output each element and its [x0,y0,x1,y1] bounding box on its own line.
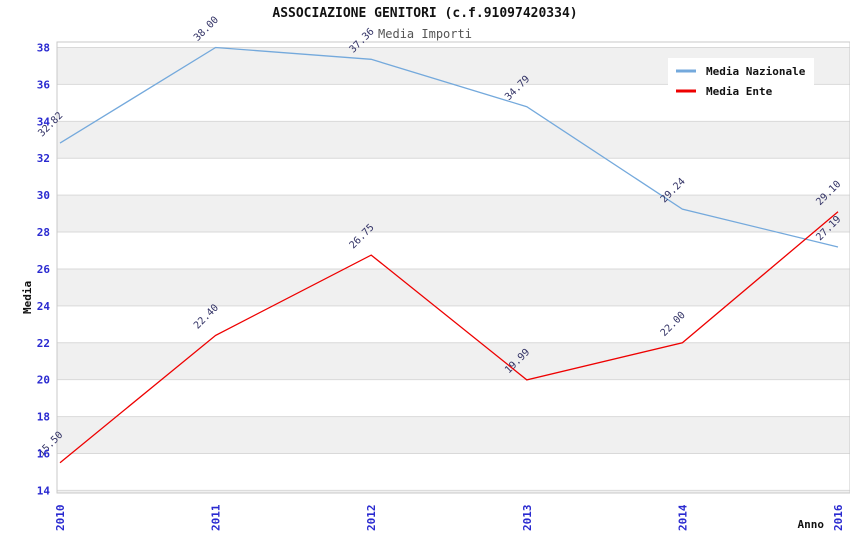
x-tick-label: 2012 [365,505,378,532]
band-stripe [57,342,850,380]
x-tick-label: 2013 [521,505,534,532]
y-tick-label: 18 [37,411,50,424]
gridlines [57,47,850,491]
legend-label-ente: Media Ente [706,85,773,98]
y-tick-label: 20 [37,374,50,387]
x-tick-label: 2011 [210,504,223,531]
x-tick-label: 2010 [54,505,67,532]
y-tick-label: 36 [37,78,51,91]
x-tick-label: 2014 [676,504,689,531]
legend-background [668,58,814,102]
y-tick-label: 22 [37,337,50,350]
y-tick-label: 16 [37,447,51,460]
axis-tick-labels: 14 16 18 20 22 24 26 28 30 32 34 36 38 2010 2011 2012 20… [37,42,845,532]
y-tick-label: 38 [37,42,50,55]
chart-subtitle: Media Importi [378,27,472,41]
y-axis-title: Media [21,281,34,314]
band-stripe [57,416,850,454]
x-tick-label: 2016 [832,504,845,531]
y-tick-label: 32 [37,152,50,165]
series-line-nazionale [59,46,839,248]
plot-border [56,41,850,494]
y-tick-label: 14 [37,484,51,497]
band-stripe [57,121,850,159]
legend-label-nazionale: Media Nazionale [706,65,806,78]
y-tick-label: 30 [37,189,50,202]
y-tick-label: 34 [37,115,51,128]
y-tick-label: 26 [37,263,51,276]
legend: Media Nazionale Media Ente [668,58,814,102]
y-tick-label: 28 [37,226,50,239]
series-lines [59,46,839,464]
band-stripe [57,490,850,493]
chart-title: ASSOCIAZIONE GENITORI (c.f.91097420334) [272,6,577,21]
point-value-label: 22.00 [659,310,688,339]
band-stripe [57,195,850,233]
y-tick-label: 24 [37,300,51,313]
series-line-ente [59,211,839,464]
point-value-label: 22.40 [192,302,221,331]
band-stripe [57,268,850,306]
background-bands [57,47,850,493]
x-axis-title: Anno [798,518,825,531]
point-value-label: 38.00 [192,15,221,44]
